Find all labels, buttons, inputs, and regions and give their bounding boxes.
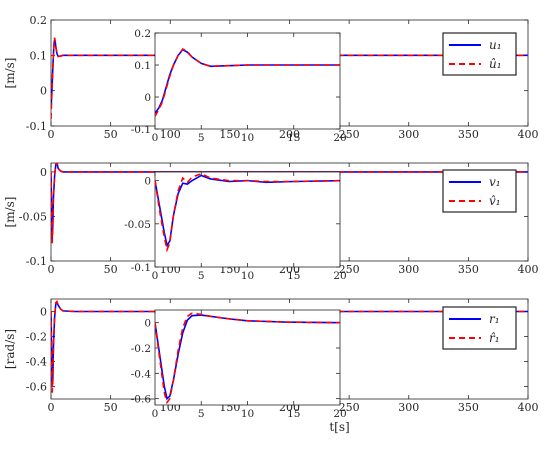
panel-2-ytick-label: 0 <box>40 166 47 179</box>
panel-2-xtick-label: 400 <box>518 263 539 276</box>
panel-1-series-group <box>51 37 528 119</box>
panel-1-xtick-label: 50 <box>104 128 118 141</box>
panel-3-inset-xtick-label: 5 <box>198 408 205 420</box>
panel-3-inset-ytick-label: -0.4 <box>131 368 152 380</box>
panel-3-xtick-label: 50 <box>104 401 118 414</box>
panel-2-xtick-label: 300 <box>398 263 419 276</box>
panel-1-inset-xtick-label: 5 <box>198 132 205 144</box>
panel-2-inset-xtick-label: 20 <box>333 270 346 282</box>
panel-1-ytick-label: 0 <box>40 85 47 98</box>
panel-2-ytick-label: -0.05 <box>19 210 47 223</box>
panel-3-legend-label: r̂₁ <box>489 331 500 345</box>
panel-3-xtick-label: 350 <box>458 401 479 414</box>
panel-3-series-estimate-line <box>51 299 528 393</box>
panel-1-inset-series-group <box>155 47 340 117</box>
panel-2-inset-series-estimate-line <box>155 172 340 253</box>
panel-2-inset-ytick-label: -0.05 <box>124 219 151 231</box>
panel-2-inset-frame <box>154 171 341 268</box>
panel-3-ytick-label: -0.4 <box>26 356 47 369</box>
panel-3-legend: r₁ r̂₁ <box>442 306 517 350</box>
panel-1-series-estimate-line <box>51 37 528 119</box>
panel-3-inset-ytick-label: -0.6 <box>131 394 152 406</box>
panel-3-xlabel: t[s] <box>329 420 349 434</box>
panel-1-inset-ytick-label: 0 <box>144 92 151 104</box>
panel-1-xtick-label: 250 <box>339 128 360 141</box>
panel-1-inset-axes: 0 5 10 15 20-0.100.10.2 <box>131 28 347 144</box>
panel-1-xtick-label: 200 <box>279 128 300 141</box>
panel-3-legend-box <box>442 306 517 350</box>
panel-3-inset-series-group <box>155 312 340 405</box>
panel-3-legend-label: r₁ <box>489 312 500 326</box>
panel-1-ytick-label: 0.1 <box>30 49 48 62</box>
panel-1-legend-box <box>442 32 517 76</box>
panel-3-ytick-label: 0 <box>40 306 47 319</box>
panel-3-inset-xtick-label: 15 <box>287 408 300 420</box>
panel-1-inset-ytick-label: -0.1 <box>131 124 151 136</box>
panel-1-inset-series-estimate-line <box>155 47 340 117</box>
panel-3-inset-xtick-label: 20 <box>333 408 346 420</box>
panel-1-inset-xtick-label: 20 <box>333 132 346 144</box>
panel-1-legend: u₁ û₁ <box>442 32 517 76</box>
panel-1-xtick-label: 350 <box>458 128 479 141</box>
panel-1-ylabel: [m/s] <box>3 58 17 89</box>
panel-2-series-estimate-line <box>51 163 528 244</box>
panel-2-ylabel: [m/s] <box>3 197 17 228</box>
panel-3-inset-xtick-label: 10 <box>241 408 254 420</box>
panel-2-ytick-label: -0.1 <box>26 255 47 268</box>
panel-2-inset-xtick-label: 5 <box>198 270 205 282</box>
panel-3-xtick-label: 0 <box>48 401 55 414</box>
panel-3-ytick-label: -0.2 <box>26 331 47 344</box>
panel-2-inset-xtick-label: 10 <box>241 270 254 282</box>
panel-2-inset-xtick-label: 15 <box>287 270 300 282</box>
panel-2-inset-series-group <box>155 172 340 253</box>
panel-1-inset-xtick-label: 15 <box>287 132 300 144</box>
panel-1-xtick-label: 0 <box>48 128 55 141</box>
panel-1-xtick-label: 400 <box>518 128 539 141</box>
panel-3-inset-ytick-label: 0 <box>144 318 151 330</box>
panel-2-xtick-label: 0 <box>48 263 55 276</box>
panel-2-legend-label: v̂₁ <box>489 194 501 208</box>
panel-3-inset-xtick-label: 0 <box>152 408 159 420</box>
panel-1-ytick-label: -0.1 <box>26 120 47 133</box>
panel-3-ylabel: [rad/s] <box>3 329 17 369</box>
panel-3-xtick-label: 300 <box>398 401 419 414</box>
panel-1-legend-label: u₁ <box>489 38 502 52</box>
panel-1-xtick-label: 150 <box>219 128 240 141</box>
panel-3-ytick-label: -0.6 <box>26 381 47 394</box>
panel-2-legend-box <box>442 169 517 213</box>
panel-3-inset-axes: 0 5 10 15 20 -0.6 -0.4 -0.2 0 <box>131 309 347 420</box>
panel-1-inset-xtick-label: 10 <box>241 132 254 144</box>
panel-2-inset-xtick-label: 0 <box>152 270 159 282</box>
panel-1-legend-label: û₁ <box>489 57 502 71</box>
panel-3-series-group <box>51 299 528 393</box>
panel-2-inset-axes: 0 5 10 15 20 -0.1 -0.05 0 <box>124 171 347 282</box>
panel-3-inset-frame <box>154 309 341 406</box>
panel-1-xtick-label: 100 <box>160 128 181 141</box>
panel-3-xtick-label: 250 <box>339 401 360 414</box>
panel-2-legend: v₁ v̂₁ <box>442 169 517 213</box>
panel-2-xtick-label: 250 <box>339 263 360 276</box>
panel-2-legend-label: v₁ <box>489 175 501 189</box>
panel-3-inset-series-estimate-line <box>155 312 340 405</box>
panel-1-inset-xtick-label: 0 <box>152 132 159 144</box>
panel-2-xtick-label: 350 <box>458 263 479 276</box>
panel-1-ytick-label: 0.2 <box>30 14 48 27</box>
panel-3-xtick-label: 400 <box>518 401 539 414</box>
panel-2-series-group <box>51 163 528 244</box>
panel-2-xtick-label: 50 <box>104 263 118 276</box>
panel-2-inset-ytick-label: -0.1 <box>131 262 151 274</box>
panel-1-inset-ytick-label: 0.1 <box>134 60 151 72</box>
panel-1-inset-frame <box>154 32 341 130</box>
panel-1-xtick-label: 300 <box>398 128 419 141</box>
panel-2-inset-ytick-label: 0 <box>144 176 151 188</box>
panel-3-inset-ytick-label: -0.2 <box>131 343 151 355</box>
panel-1-inset-ytick-label: 0.2 <box>134 28 151 40</box>
